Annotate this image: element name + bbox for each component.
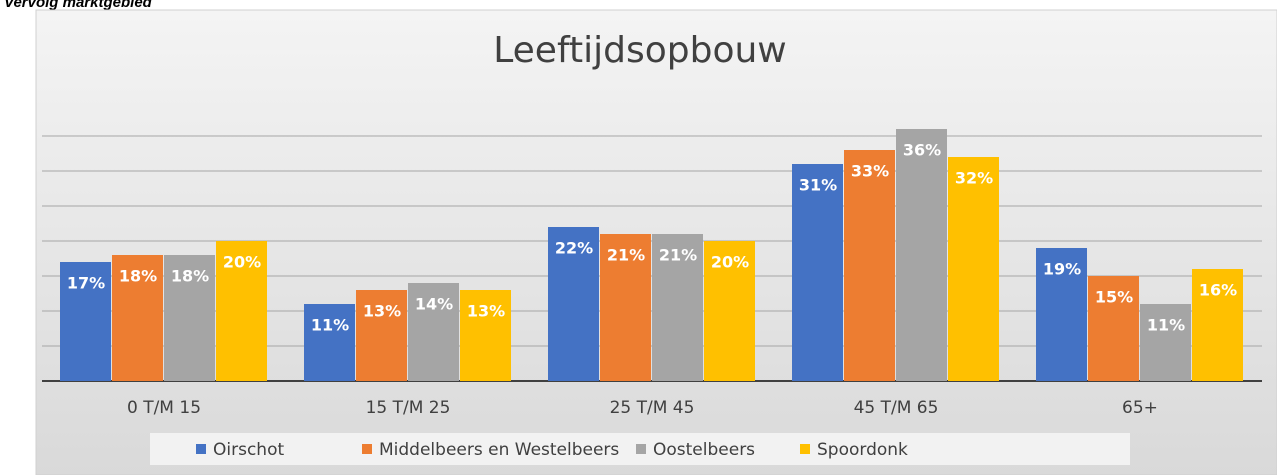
bar [704, 241, 755, 381]
x-tick-label: 15 T/M 25 [366, 398, 451, 418]
bar [112, 255, 163, 381]
data-label: 18% [171, 267, 209, 286]
data-label: 16% [1199, 281, 1237, 300]
bar [652, 234, 703, 381]
bar [356, 290, 407, 381]
bar [896, 129, 947, 381]
x-tick-label: 45 T/M 65 [854, 398, 939, 418]
x-tick-label: 0 T/M 15 [127, 398, 201, 418]
legend-swatch [196, 444, 206, 454]
page-header: Vervolg marktgebied [4, 0, 152, 11]
bar [460, 290, 511, 381]
data-label: 19% [1043, 260, 1081, 279]
bar [1192, 269, 1243, 381]
bar [1140, 304, 1191, 381]
data-label: 11% [1147, 316, 1185, 335]
legend-swatch [362, 444, 372, 454]
data-label: 21% [659, 246, 697, 265]
data-label: 15% [1095, 288, 1133, 307]
x-tick-label: 65+ [1122, 398, 1158, 418]
data-label: 32% [955, 169, 993, 188]
legend-label: Spoordonk [817, 440, 908, 460]
bar [304, 304, 355, 381]
data-label: 22% [555, 239, 593, 258]
data-label: 13% [467, 302, 505, 321]
data-label: 21% [607, 246, 645, 265]
bar [408, 283, 459, 381]
bar [600, 234, 651, 381]
data-label: 36% [903, 141, 941, 160]
data-label: 18% [119, 267, 157, 286]
data-label: 31% [799, 176, 837, 195]
bar [164, 255, 215, 381]
bar [216, 241, 267, 381]
data-label: 20% [711, 253, 749, 272]
bar [948, 157, 999, 381]
data-label: 17% [67, 274, 105, 293]
x-tick-label: 25 T/M 45 [610, 398, 695, 418]
legend-swatch [636, 444, 646, 454]
bar [844, 150, 895, 381]
legend-label: Middelbeers en Westelbeers [379, 440, 619, 460]
legend-label: Oostelbeers [653, 440, 755, 460]
bar [792, 164, 843, 381]
legend-label: Oirschot [213, 440, 284, 460]
chart-title: Leeftijdsopbouw [493, 30, 787, 71]
bar [1088, 276, 1139, 381]
data-label: 11% [311, 316, 349, 335]
data-label: 33% [851, 162, 889, 181]
legend-swatch [800, 444, 810, 454]
data-label: 14% [415, 295, 453, 314]
bar [548, 227, 599, 381]
data-label: 20% [223, 253, 261, 272]
data-label: 13% [363, 302, 401, 321]
bar [60, 262, 111, 381]
bar [1036, 248, 1087, 381]
